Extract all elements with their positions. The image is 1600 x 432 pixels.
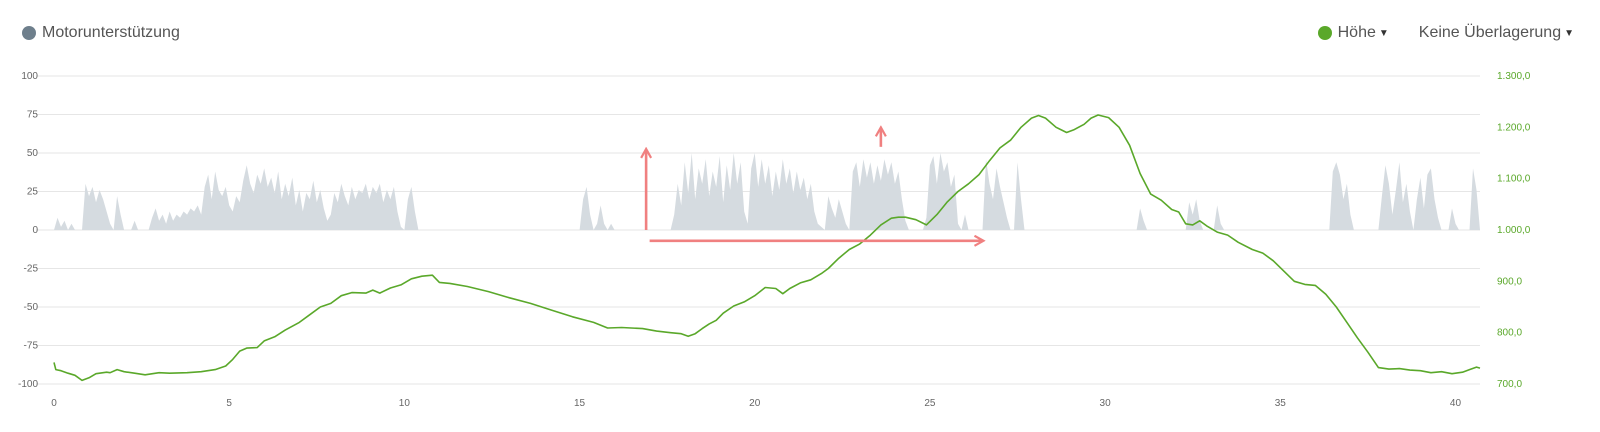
y-left-tick-label: 25 (27, 187, 39, 198)
x-tick-label: 35 (1275, 398, 1287, 409)
y-left-tick-label: 0 (32, 225, 38, 236)
overlay-dropdown[interactable]: Keine Überlagerung ▼ (1419, 24, 1574, 42)
y-left-tick-label: -25 (24, 264, 39, 275)
y-right-tick-label: 1.300,0 (1497, 71, 1531, 82)
motor-support-area (54, 153, 1480, 230)
motor-legend-label: Motorunterstützung (42, 24, 180, 41)
x-tick-label: 30 (1100, 398, 1112, 409)
caret-down-icon: ▼ (1378, 27, 1389, 39)
motor-legend-dot (22, 26, 36, 40)
y-right-tick-label: 800,0 (1497, 328, 1522, 339)
y-left-tick-label: -75 (24, 341, 39, 352)
legend-motor[interactable]: Motorunterstützung (22, 24, 180, 42)
x-tick-label: 0 (51, 398, 57, 409)
y-right-tick-label: 900,0 (1497, 276, 1522, 287)
legend-right: Höhe ▼ Keine Überlagerung ▼ (1317, 24, 1574, 42)
x-tick-label: 15 (574, 398, 586, 409)
y-left-tick-label: 50 (27, 148, 39, 159)
elevation-dropdown[interactable]: Höhe ▼ (1317, 24, 1389, 42)
y-right-tick-label: 1.100,0 (1497, 174, 1531, 185)
y-left-tick-label: 75 (27, 110, 39, 121)
x-tick-label: 10 (399, 398, 411, 409)
y-right-tick-label: 1.000,0 (1497, 225, 1531, 236)
elevation-legend-dot (1317, 26, 1332, 40)
y-left-tick-label: -100 (18, 379, 38, 390)
overlay-dropdown-label: Keine Überlagerung (1418, 24, 1562, 41)
y-right-tick-label: 1.200,0 (1497, 122, 1531, 133)
caret-down-icon: ▼ (1564, 27, 1574, 39)
x-tick-label: 40 (1450, 398, 1462, 409)
x-tick-label: 25 (924, 398, 936, 409)
elevation-legend-label: Höhe (1337, 24, 1376, 41)
elevation-line (53, 114, 1481, 382)
x-tick-label: 5 (226, 398, 232, 409)
x-tick-label: 20 (749, 398, 761, 409)
y-right-tick-label: 700,0 (1497, 379, 1522, 390)
y-left-tick-label: -50 (24, 302, 39, 313)
y-left-tick-label: 100 (21, 71, 38, 82)
